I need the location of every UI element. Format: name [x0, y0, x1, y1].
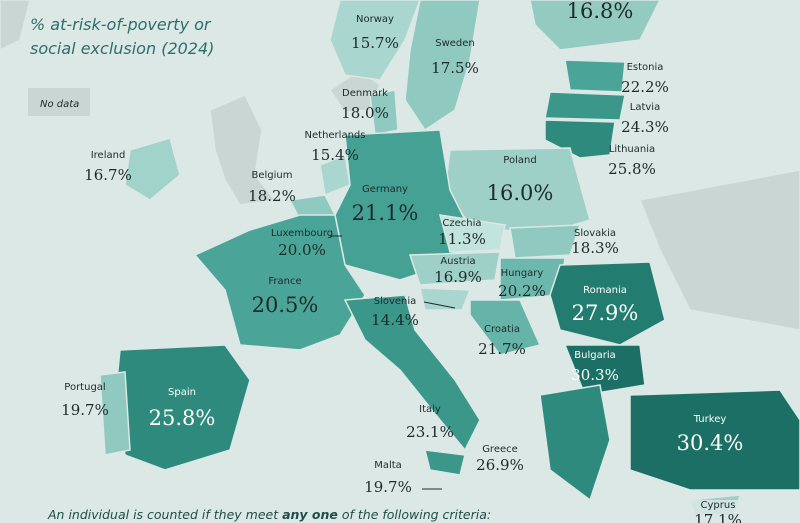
country-name: Ireland: [91, 150, 126, 161]
portugal-shape: [99, 371, 131, 456]
country-name: France: [268, 276, 301, 287]
country-value: 16.0%: [487, 181, 554, 205]
sicily-shape: [424, 449, 466, 476]
no-data-swatch: [28, 88, 90, 116]
country-value: 18.2%: [248, 187, 296, 205]
sweden-shape: [404, 0, 481, 132]
country-name: Belgium: [252, 170, 293, 181]
country-name: Portugal: [64, 382, 105, 393]
title: social exclusion (2024): [30, 39, 214, 58]
country-value: 26.9%: [476, 456, 524, 474]
country-name: Spain: [168, 387, 196, 398]
country-value: 20.2%: [498, 282, 546, 300]
country-value: 20.5%: [252, 293, 319, 317]
country-value: 16.8%: [567, 0, 634, 23]
country-name: Slovenia: [374, 296, 417, 307]
country-name: Estonia: [627, 62, 664, 73]
footer-emphasis: any one: [282, 507, 338, 522]
country-name: Hungary: [501, 268, 544, 279]
country-value: 16.9%: [434, 268, 482, 286]
norway-shape: [329, 0, 421, 81]
turkey-shape: [629, 389, 800, 491]
slovenia-shape: [419, 287, 472, 311]
latvia-shape: [544, 91, 626, 121]
slovakia-shape: [509, 224, 582, 259]
country-value: 25.8%: [608, 160, 656, 178]
country-value: 30.3%: [571, 366, 619, 384]
country-name: Turkey: [693, 414, 727, 425]
country-name: Luxembourg: [271, 228, 333, 239]
country-value: 27.9%: [572, 301, 639, 325]
country-labels: 16.8% Norway 15.7% Sweden 17.5% Estonia 22.2% L…: [61, 0, 743, 523]
country-value: 15.7%: [351, 34, 399, 52]
country-name: Austria: [440, 256, 475, 267]
country-name: Italy: [419, 404, 441, 415]
country-name: Germany: [362, 184, 408, 195]
country-value: 22.2%: [621, 78, 669, 96]
country-name: Denmark: [342, 88, 388, 99]
croatia-shape: [469, 299, 542, 356]
country-value: 23.1%: [406, 423, 454, 441]
country-name: Croatia: [484, 324, 520, 335]
country-name: Cyprus: [701, 500, 736, 511]
country-value: 17.1%: [694, 511, 742, 523]
footer-text: An individual is counted if they meet an…: [47, 507, 491, 522]
country-value: 16.7%: [84, 166, 132, 184]
country-value: 21.1%: [352, 201, 419, 225]
ireland-shape: [124, 137, 181, 201]
country-name: Malta: [374, 460, 402, 471]
country-name: Czechia: [442, 218, 481, 229]
italy-shape: [343, 294, 481, 452]
country-name: Netherlands: [305, 130, 366, 141]
country-name: Latvia: [630, 102, 660, 113]
country-value: 20.0%: [278, 241, 326, 259]
czechia-shape: [438, 214, 506, 253]
no-data-land: [0, 0, 800, 331]
country-value: 14.4%: [371, 311, 419, 329]
country-value: 19.7%: [61, 401, 109, 419]
country-name: Norway: [356, 14, 394, 25]
estonia-shape: [564, 59, 626, 93]
country-value: 24.3%: [621, 118, 669, 136]
footer-band: [0, 500, 800, 523]
austria-shape: [408, 251, 501, 286]
finland-shape: [529, 0, 661, 51]
country-value: 17.5%: [431, 59, 479, 77]
country-name: Greece: [482, 444, 518, 455]
country-name: Lithuania: [609, 144, 655, 155]
leader-line: [423, 301, 456, 309]
country-name: Romania: [583, 285, 627, 296]
country-value: 18.0%: [341, 104, 389, 122]
greece-shape: [539, 384, 611, 502]
footer-part: of the following criteria:: [338, 507, 491, 522]
country-value: 15.4%: [311, 146, 359, 164]
country-name: Bulgaria: [574, 350, 615, 361]
country-name: Sweden: [435, 38, 475, 49]
denmark-shape: [369, 89, 399, 136]
footer-part: An individual is counted if they meet: [47, 507, 282, 522]
country-name: Slovakia: [574, 228, 616, 239]
no-data-label: No data: [40, 99, 79, 110]
country-value: 11.3%: [438, 230, 486, 248]
country-value: 30.4%: [677, 431, 744, 455]
country-value: 18.3%: [571, 239, 619, 257]
country-value: 21.7%: [478, 340, 526, 358]
title: % at-risk-of-poverty or: [30, 15, 212, 34]
country-value: 25.8%: [149, 406, 216, 430]
bulgaria-shape: [563, 344, 646, 396]
country-value: 19.7%: [364, 478, 412, 496]
country-name: Poland: [503, 155, 536, 166]
france-shape: [193, 214, 366, 351]
country-shapes: [99, 0, 800, 516]
